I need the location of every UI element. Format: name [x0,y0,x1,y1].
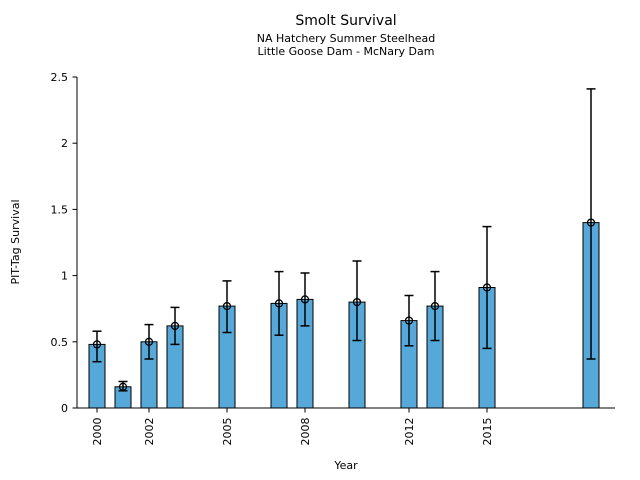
marker-2002 [144,337,154,346]
marker-2003 [170,321,180,331]
x-tick-label-2015: 2015 [481,418,494,446]
x-tick-label-2000: 2000 [91,418,104,446]
y-tick-label-2: 2 [61,137,68,150]
marker-2005 [222,301,232,311]
marker-2010 [352,297,362,307]
marker-2008 [300,295,310,304]
x-tick-label-2005: 2005 [221,418,234,446]
y-tick-label-2.5: 2.5 [51,71,69,84]
marker-2007 [274,299,284,308]
x-tick-label-2012: 2012 [403,418,416,446]
y-tick-label-1: 1 [61,270,68,283]
x-axis-label: Year [334,459,358,472]
x-tick-label-2008: 2008 [299,418,312,446]
marker-2001 [118,382,128,391]
chart-title: Smolt Survival [295,13,397,29]
marker-2013 [430,301,440,311]
marker-2012 [404,316,414,325]
marker-2015 [482,283,492,292]
marker-2000 [92,340,102,349]
y-tick-label-0: 0 [61,402,68,415]
chart-subtitle-line1: NA Hatchery Summer Steelhead [256,32,436,45]
y-axis-label: PIT-Tag Survival [9,199,22,285]
y-tick-label-0.5: 0.5 [51,336,69,349]
marker-2019 [586,218,596,227]
y-tick-label-1.5: 1.5 [51,203,69,216]
chart-subtitle-line2: Little Goose Dam - McNary Dam [257,45,435,58]
x-tick-label-2002: 2002 [143,418,156,446]
